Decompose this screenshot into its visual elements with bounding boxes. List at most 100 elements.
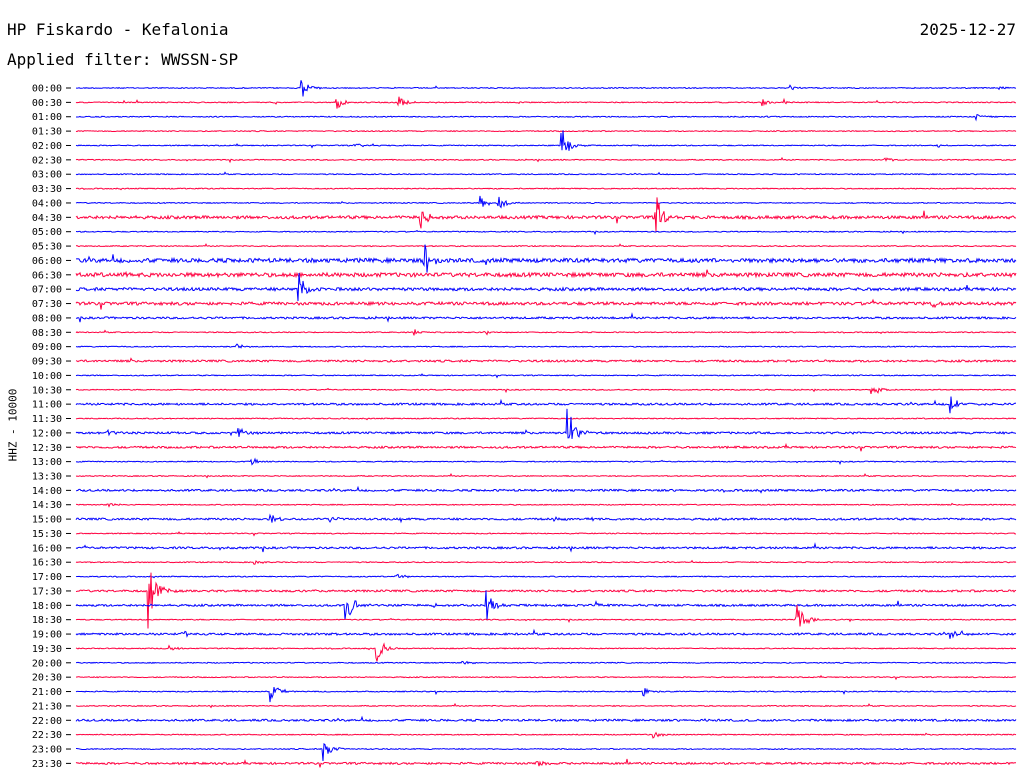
seismogram-trace-row [75, 96, 1017, 109]
time-tick-label: 14:00 [32, 486, 62, 497]
seismogram-trace-row [75, 243, 1017, 248]
seismogram-trace-row [75, 129, 1017, 133]
time-tick-label: 02:30 [32, 155, 62, 166]
seismogram-trace-row [75, 542, 1017, 553]
time-tick-label: 00:00 [32, 84, 62, 95]
time-tick-label: 06:30 [32, 270, 62, 281]
seismogram-trace-row [75, 559, 1017, 565]
plot-date: 2025-12-27 [919, 20, 1016, 39]
seismogram-trace-row [75, 660, 1017, 665]
seismogram-trace-row [75, 485, 1017, 494]
time-tick-label: 15:30 [32, 529, 62, 540]
seismogram-trace-row [75, 642, 1017, 662]
time-tick-label: 10:30 [32, 385, 62, 396]
time-tick-label: 18:30 [32, 615, 62, 626]
seismogram-trace-row [75, 329, 1017, 336]
seismogram-trace-row [75, 531, 1017, 537]
seismogram-trace-row [75, 573, 1017, 579]
seismogram-trace-row [75, 687, 1017, 703]
time-tick-label: 17:00 [32, 572, 62, 583]
seismogram-trace-row [75, 715, 1017, 723]
time-tick-label: 01:30 [32, 127, 62, 138]
seismogram-trace-row [75, 156, 1017, 164]
time-tick-label: 00:30 [32, 98, 62, 109]
seismogram-trace-row [75, 373, 1017, 379]
time-tick-label: 03:30 [32, 184, 62, 195]
seismogram-trace-row [75, 387, 1017, 394]
time-tick-label: 20:00 [32, 658, 62, 669]
time-axis: 00:00 00:30 01:00 01:30 02:00 02:30 03:00 03:30… [32, 84, 71, 770]
time-tick-label: 19:30 [32, 644, 62, 655]
time-tick-label: 23:30 [32, 759, 62, 770]
seismogram-traces [75, 80, 1017, 768]
time-tick-label: 20:30 [32, 673, 62, 684]
seismogram-trace-row [75, 187, 1017, 191]
seismogram-trace-row [75, 272, 1017, 301]
time-tick-label: 21:00 [32, 687, 62, 698]
seismogram-trace-row [75, 396, 1017, 414]
seismogram-trace-row [75, 442, 1017, 452]
seismogram-trace-row [75, 758, 1017, 768]
seismogram-trace-row [75, 244, 1017, 273]
seismogram-trace-row [75, 130, 1017, 151]
seismogram-trace-row [75, 502, 1017, 508]
time-tick-label: 11:00 [32, 400, 62, 411]
time-tick-label: 18:00 [32, 601, 62, 612]
time-tick-label: 07:00 [32, 285, 62, 296]
seismogram-trace-row [75, 171, 1017, 176]
time-tick-label: 22:30 [32, 730, 62, 741]
time-tick-label: 08:00 [32, 313, 62, 324]
seismogram-trace-row [75, 457, 1017, 466]
time-tick-label: 11:30 [32, 414, 62, 425]
time-tick-label: 10:00 [32, 371, 62, 382]
time-tick-label: 05:00 [32, 227, 62, 238]
seismogram-trace-row [75, 590, 1017, 621]
time-tick-label: 09:30 [32, 357, 62, 368]
seismogram-trace-row [75, 513, 1017, 524]
seismogram-trace-row [75, 357, 1017, 363]
filter-label: Applied filter: WWSSN-SP [7, 50, 239, 69]
seismogram-trace-row [75, 628, 1017, 639]
time-tick-label: 16:00 [32, 543, 62, 554]
seismogram-trace-row [75, 269, 1017, 279]
seismogram-trace-row [75, 572, 1017, 629]
time-tick-label: 12:30 [32, 443, 62, 454]
time-tick-label: 17:30 [32, 586, 62, 597]
time-tick-label: 16:30 [32, 558, 62, 569]
seismogram-trace-row [75, 742, 1017, 762]
time-tick-label: 01:00 [32, 112, 62, 123]
seismogram-trace-row [75, 195, 1017, 209]
time-tick-label: 04:00 [32, 198, 62, 209]
time-tick-label: 05:30 [32, 242, 62, 253]
time-tick-label: 14:30 [32, 500, 62, 511]
seismogram-trace-row [75, 80, 1017, 97]
time-tick-label: 08:30 [32, 328, 62, 339]
seismogram-trace-row [75, 197, 1017, 232]
seismogram-trace-row [75, 312, 1017, 323]
time-tick-label: 21:30 [32, 701, 62, 712]
time-tick-label: 02:00 [32, 141, 62, 152]
seismogram-trace-row [75, 114, 1017, 122]
seismogram-trace-row [75, 343, 1017, 349]
time-tick-label: 07:30 [32, 299, 62, 310]
seismogram-trace-row [75, 473, 1017, 479]
seismogram-trace-row [75, 674, 1017, 681]
time-tick-label: 15:00 [32, 515, 62, 526]
time-tick-label: 19:00 [32, 630, 62, 641]
seismogram-trace-row [75, 229, 1017, 236]
seismogram-trace-row [75, 298, 1017, 310]
station-title: HP Fiskardo - Kefalonia [7, 20, 229, 39]
time-tick-label: 22:00 [32, 716, 62, 727]
time-tick-label: 09:00 [32, 342, 62, 353]
seismogram-trace-row [75, 604, 1017, 627]
seismogram-trace-row [75, 408, 1017, 439]
time-tick-label: 06:00 [32, 256, 62, 267]
time-tick-label: 03:00 [32, 170, 62, 181]
seismogram-trace-row [75, 702, 1017, 709]
time-tick-label: 13:00 [32, 457, 62, 468]
time-tick-label: 12:00 [32, 428, 62, 439]
seismogram-trace-row [75, 417, 1017, 421]
seismogram-trace-row [75, 731, 1017, 739]
time-tick-label: 04:30 [32, 213, 62, 224]
